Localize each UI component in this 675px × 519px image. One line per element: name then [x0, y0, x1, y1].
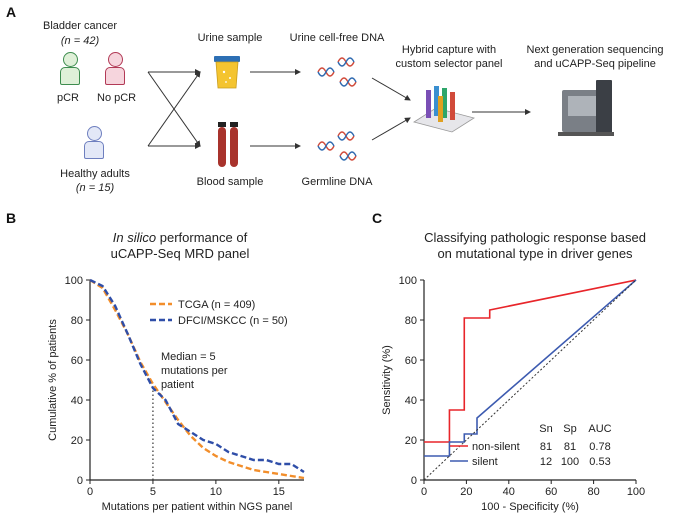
blood-tubes-icon: [218, 122, 238, 167]
table-header: AUC: [588, 423, 611, 435]
table-cell: 0.78: [589, 441, 610, 453]
table-header: Sn: [539, 423, 552, 435]
table-cell: 81: [564, 441, 576, 453]
x-tick-label: 0: [421, 486, 427, 498]
chart-c: 0 20 40 60 80 100 0 20 40 60 80 100 100 - Specificit…: [381, 275, 645, 513]
healthy-title: Healthy adults: [60, 168, 130, 180]
x-tick-label: 20: [460, 486, 472, 498]
hybrid-capture-label-2: custom selector panel: [395, 58, 503, 70]
series-line-tcga: [89, 278, 305, 480]
no-pcr-person-icon: [105, 52, 125, 86]
healthy-person-icon: [84, 126, 104, 160]
y-tick-label: 60: [71, 355, 83, 367]
blood-sample-label: Blood sample: [196, 176, 264, 188]
panel-b-title-line1: In silico performance of: [60, 230, 300, 245]
panel-b-title-line2: uCAPP-Seq MRD panel: [110, 246, 250, 261]
germline-dna-icon: [317, 131, 357, 161]
series-line-dfci-mskcc: [89, 278, 305, 474]
table-cell: 81: [540, 441, 552, 453]
legend-label: DFCI/MSKCC (n = 50): [178, 315, 288, 327]
ngs-label-1: Next generation sequencing: [526, 44, 664, 56]
panel-c-title-line2: on mutational type in driver genes: [437, 246, 633, 261]
x-tick-label: 5: [150, 486, 156, 498]
x-tick-label: 0: [87, 486, 93, 498]
pcr-person-icon: [60, 52, 80, 86]
legend-label: TCGA (n = 409): [178, 299, 255, 311]
y-axis-label: Sensitivity (%): [381, 345, 393, 415]
y-tick-label: 0: [411, 475, 417, 487]
y-axis-label: Cumulative % of patients: [47, 319, 59, 441]
cohort-title: Bladder cancer: [43, 20, 117, 32]
urine-sample-label: Urine sample: [197, 32, 263, 44]
panel-c-title-line1: Classifying pathologic response based: [424, 230, 646, 245]
median-note-line: patient: [161, 379, 194, 391]
panel-b-letter: B: [6, 210, 17, 226]
y-tick-label: 0: [77, 475, 83, 487]
x-axis-label: 100 - Specificity (%): [481, 501, 579, 513]
table-cell: 0.53: [589, 456, 610, 468]
panel-a-arrows: [147, 56, 614, 167]
x-tick-label: 40: [503, 486, 515, 498]
panel-b-title-italic: In silico: [112, 230, 157, 245]
legend-label: non-silent: [472, 441, 520, 453]
y-tick-label: 80: [405, 315, 417, 327]
y-tick-label: 60: [405, 355, 417, 367]
cohort-n: (n = 42): [60, 35, 100, 47]
x-axis-label: Mutations per patient within NGS panel: [102, 501, 293, 513]
healthy-n: (n = 15): [75, 182, 115, 194]
table-cell: 100: [561, 456, 579, 468]
y-tick-label: 80: [71, 315, 83, 327]
hybrid-capture-icon: [413, 86, 475, 133]
x-tick-label: 10: [210, 486, 222, 498]
x-tick-label: 100: [627, 486, 645, 498]
y-tick-label: 40: [71, 395, 83, 407]
no-pcr-label: No pCR: [97, 92, 137, 104]
urine-cfdna-label: Urine cell-free DNA: [289, 32, 385, 44]
panel-c-letter: C: [372, 210, 383, 226]
arrow-cfdna-capture: [371, 77, 411, 101]
roc-line-non-silent: [424, 279, 637, 443]
ngs-label-2: and uCAPP-Seq pipeline: [534, 58, 656, 70]
germline-dna-label: Germline DNA: [301, 176, 373, 188]
table-header: Sp: [563, 423, 576, 435]
table-cell: 12: [540, 456, 552, 468]
roc-line-silent: [424, 279, 637, 457]
chart-b: 0 5 10 15 0 20 40 60 80 100 Mutations per patient …: [47, 275, 305, 513]
x-tick-label: 60: [545, 486, 557, 498]
x-tick-label: 80: [587, 486, 599, 498]
pcr-label: pCR: [57, 92, 80, 104]
arrow-germline-capture: [371, 117, 411, 141]
legend-label: silent: [472, 456, 498, 468]
hybrid-capture-label-1: Hybrid capture with: [401, 44, 497, 56]
arrow-healthy-urine: [147, 71, 201, 147]
urine-dna-icon: [317, 57, 357, 87]
panel-b-title-rest: performance of: [156, 230, 248, 245]
y-tick-label: 20: [405, 435, 417, 447]
urine-cup-icon: [214, 56, 240, 89]
panel-a-letter: A: [6, 4, 17, 20]
y-tick-label: 20: [71, 435, 83, 447]
y-tick-label: 100: [399, 275, 417, 287]
x-tick-label: 15: [273, 486, 285, 498]
median-note-line: Median = 5: [161, 351, 216, 363]
y-tick-label: 100: [65, 275, 83, 287]
sequencer-icon: [558, 80, 614, 136]
median-note-line: mutations per: [161, 365, 228, 377]
y-tick-label: 40: [405, 395, 417, 407]
